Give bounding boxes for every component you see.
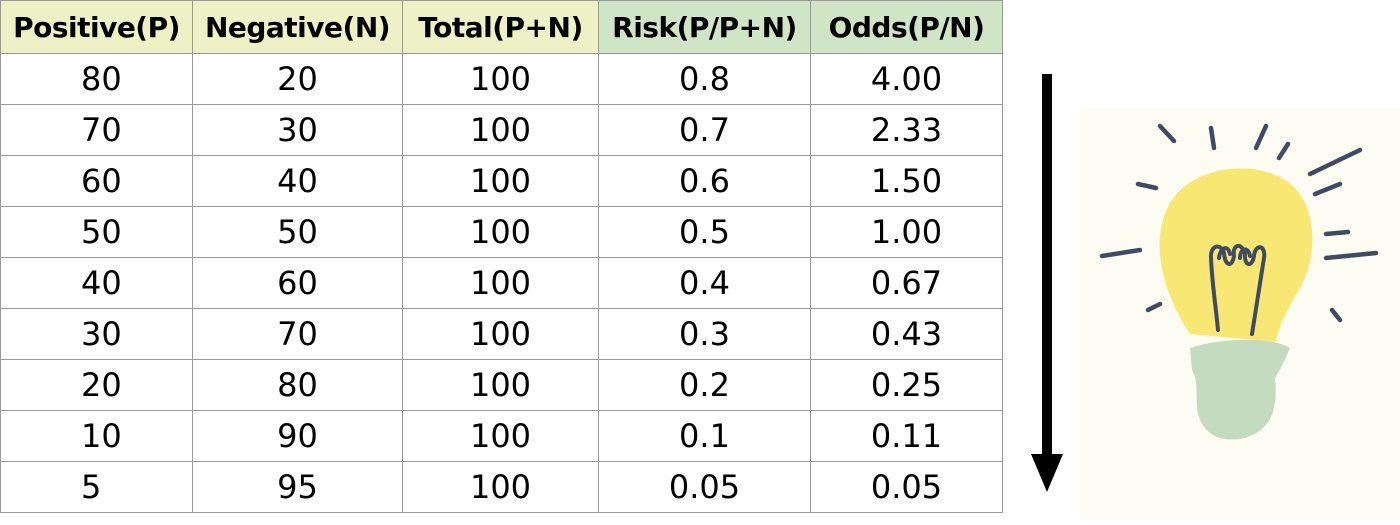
table-cell: 40	[0, 257, 193, 309]
bulb-base	[1190, 339, 1290, 440]
risk-odds-table: Positive(P) Negative(N) Total(P+N) Risk(…	[0, 0, 1003, 513]
table-cell: 95	[192, 461, 403, 513]
table-cell: 60	[192, 257, 403, 309]
table-cell: 30	[0, 308, 193, 360]
table-row: 50 50 100 0.5 1.00	[0, 206, 1003, 258]
table-cell: 0.3	[598, 308, 811, 360]
table-row: 20 80 100 0.2 0.25	[0, 359, 1003, 411]
table-row: 40 60 100 0.4 0.67	[0, 257, 1003, 309]
table-row: 80 20 100 0.8 4.00	[0, 53, 1003, 105]
table-cell: 0.6	[598, 155, 811, 207]
header-risk: Risk(P/P+N)	[598, 0, 811, 54]
header-total: Total(P+N)	[402, 0, 599, 54]
table-body: 80 20 100 0.8 4.00 70 30 100 0.7 2.33 60 40 100 0.6 1.…	[0, 53, 1003, 513]
header-negative: Negative(N)	[192, 0, 403, 54]
table-cell: 1.00	[810, 206, 1003, 258]
table-cell: 100	[402, 53, 599, 105]
table-cell: 70	[0, 104, 193, 156]
table-cell: 40	[192, 155, 403, 207]
bulb-glass	[1159, 168, 1313, 342]
table-cell: 80	[0, 53, 193, 105]
table-cell: 0.43	[810, 308, 1003, 360]
table-cell: 0.11	[810, 410, 1003, 462]
table-cell: 70	[192, 308, 403, 360]
lightbulb-icon	[1099, 123, 1379, 440]
table-cell: 0.05	[810, 461, 1003, 513]
table-row: 70 30 100 0.7 2.33	[0, 104, 1003, 156]
table-cell: 50	[192, 206, 403, 258]
table-cell: 0.2	[598, 359, 811, 411]
table-row: 10 90 100 0.1 0.11	[0, 410, 1003, 462]
table-cell: 50	[0, 206, 193, 258]
table-cell: 100	[402, 461, 599, 513]
table-cell: 80	[192, 359, 403, 411]
table-cell: 30	[192, 104, 403, 156]
table-header-row: Positive(P) Negative(N) Total(P+N) Risk(…	[0, 0, 1003, 54]
table-cell: 5	[0, 461, 193, 513]
header-odds: Odds(P/N)	[810, 0, 1003, 54]
table-cell: 0.8	[598, 53, 811, 105]
table-cell: 2.33	[810, 104, 1003, 156]
bulb-filament	[1208, 244, 1267, 336]
table-cell: 100	[402, 155, 599, 207]
table-cell: 0.05	[598, 461, 811, 513]
table-cell: 90	[192, 410, 403, 462]
table-cell: 20	[0, 359, 193, 411]
table-cell: 60	[0, 155, 193, 207]
table-cell: 100	[402, 104, 599, 156]
table-cell: 0.5	[598, 206, 811, 258]
table-cell: 100	[402, 410, 599, 462]
table-cell: 0.67	[810, 257, 1003, 309]
table-row: 5 95 100 0.05 0.05	[0, 461, 1003, 513]
header-positive: Positive(P)	[0, 0, 193, 54]
table-row: 60 40 100 0.6 1.50	[0, 155, 1003, 207]
table-cell: 100	[402, 257, 599, 309]
table-cell: 4.00	[810, 53, 1003, 105]
table-cell: 0.4	[598, 257, 811, 309]
table-cell: 100	[402, 359, 599, 411]
table-cell: 0.1	[598, 410, 811, 462]
down-arrow-icon	[1031, 74, 1063, 492]
table-cell: 1.50	[810, 155, 1003, 207]
table-cell: 10	[0, 410, 193, 462]
lightbulb-illustration	[1080, 108, 1400, 521]
table-cell: 100	[402, 206, 599, 258]
table-cell: 20	[192, 53, 403, 105]
table-row: 30 70 100 0.3 0.43	[0, 308, 1003, 360]
table-cell: 100	[402, 308, 599, 360]
table-cell: 0.25	[810, 359, 1003, 411]
table-cell: 0.7	[598, 104, 811, 156]
